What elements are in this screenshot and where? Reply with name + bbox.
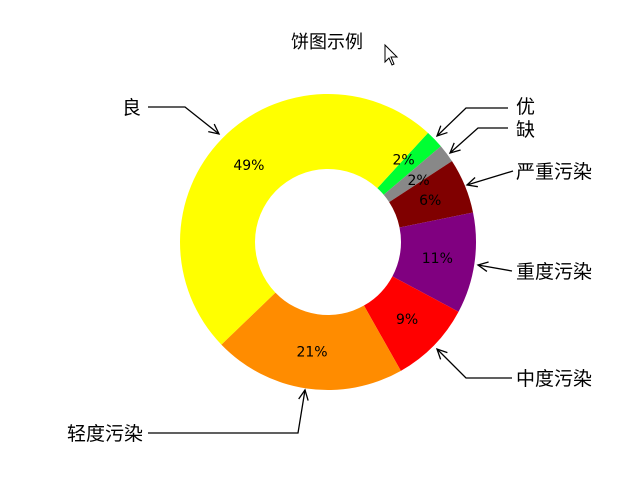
category-label: 重度污染 bbox=[516, 261, 592, 283]
callout-arrow-icon bbox=[465, 177, 478, 188]
slice-1[interactable] bbox=[383, 146, 452, 203]
callout-line bbox=[148, 106, 220, 135]
callout-arrow-icon bbox=[435, 347, 448, 360]
slice-3[interactable] bbox=[392, 212, 476, 312]
slice-value-label: 21% bbox=[296, 344, 327, 360]
category-label: 轻度污染 bbox=[67, 423, 143, 445]
callout-line bbox=[449, 127, 508, 154]
callout-arrow-icon bbox=[435, 125, 448, 138]
callout-line bbox=[477, 264, 513, 272]
slice-4[interactable] bbox=[363, 276, 459, 371]
slice-value-label: 49% bbox=[233, 158, 264, 174]
category-label: 优 bbox=[516, 96, 535, 118]
callout-arrow-icon bbox=[448, 142, 461, 154]
callout-arrow-icon bbox=[298, 388, 309, 401]
slice-0[interactable] bbox=[377, 132, 441, 195]
slice-6[interactable] bbox=[179, 93, 428, 345]
slice-value-label: 2% bbox=[407, 173, 429, 189]
slice-value-label: 11% bbox=[422, 251, 453, 267]
slice-value-label: 6% bbox=[419, 193, 441, 209]
slice-value-label: 9% bbox=[396, 312, 418, 328]
category-label: 良 bbox=[122, 97, 141, 119]
callout-line bbox=[466, 170, 514, 186]
callout-arrow-icon bbox=[208, 123, 221, 135]
callout-line bbox=[148, 389, 306, 434]
slice-2[interactable] bbox=[389, 161, 474, 228]
callout-line bbox=[436, 107, 508, 137]
category-label: 严重污染 bbox=[516, 161, 592, 183]
slice-value-label: 2% bbox=[393, 152, 415, 168]
chart-title: 饼图示例 bbox=[291, 32, 363, 53]
callout-arrow-icon bbox=[476, 261, 489, 272]
callout-line bbox=[436, 348, 512, 379]
category-label: 缺 bbox=[516, 119, 535, 141]
slice-5[interactable] bbox=[221, 292, 401, 391]
mouse-cursor-icon bbox=[384, 43, 399, 66]
category-label: 中度污染 bbox=[516, 368, 592, 390]
